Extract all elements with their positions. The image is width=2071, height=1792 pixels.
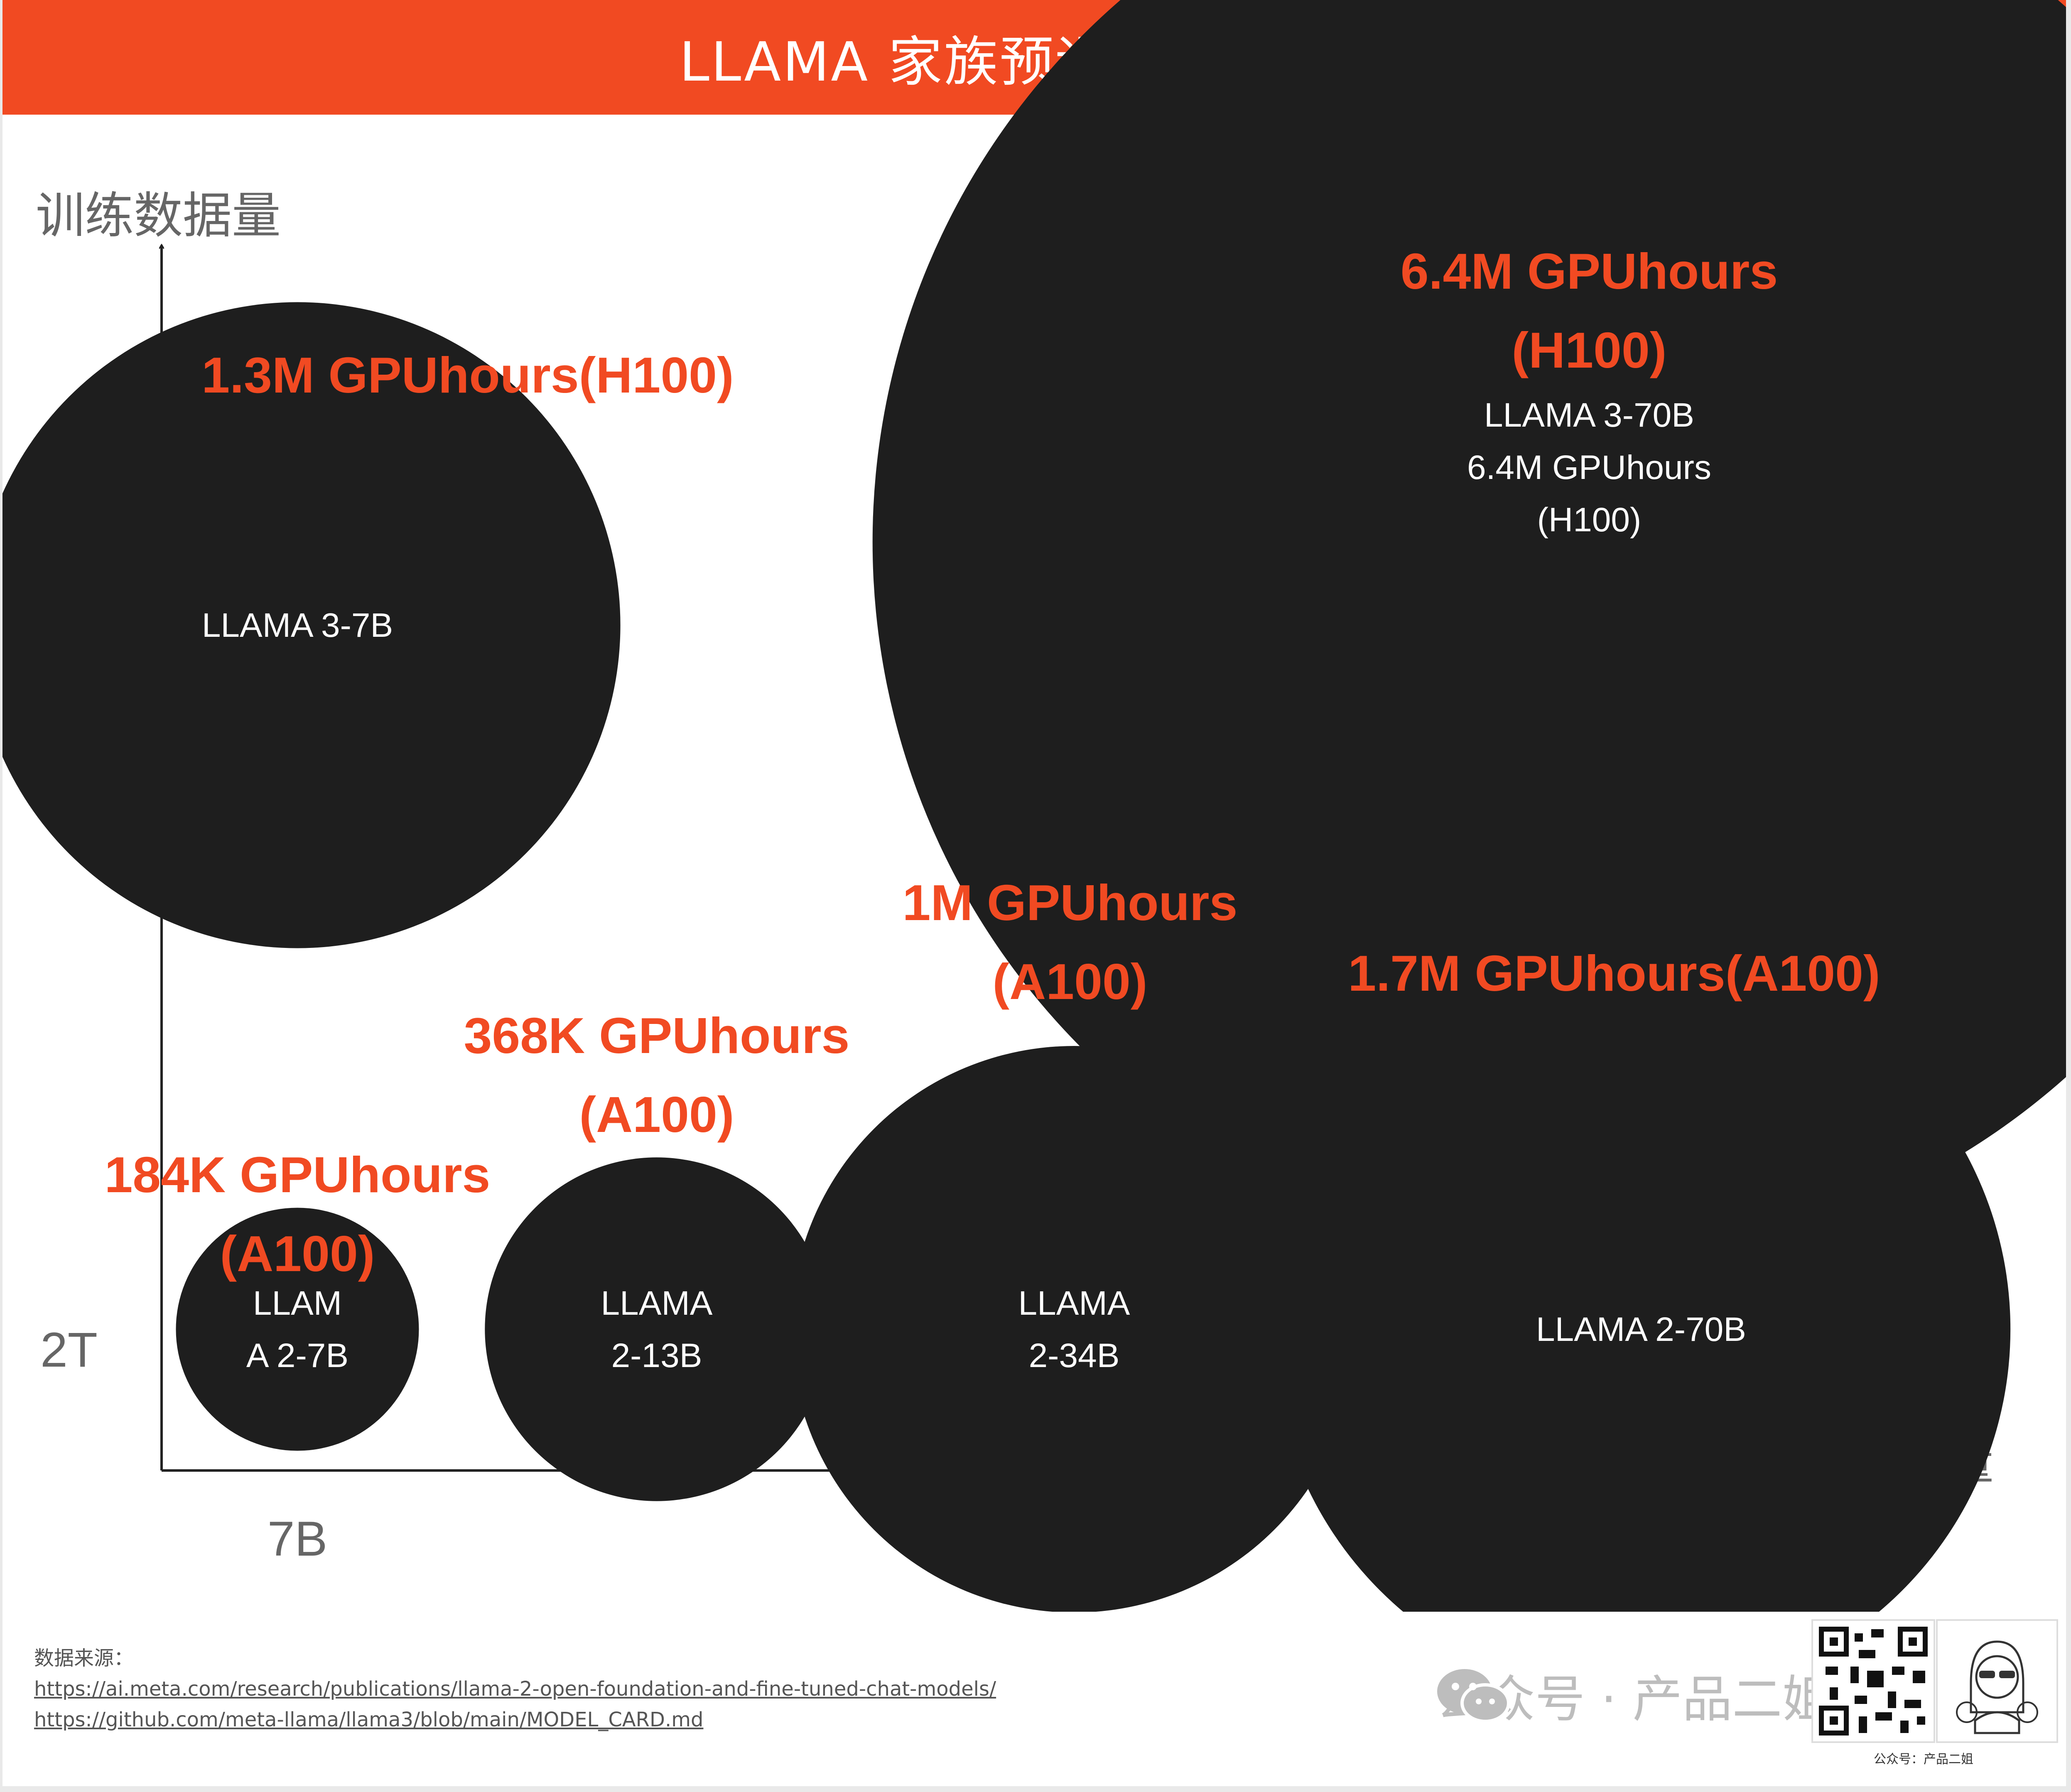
source-link-llama2[interactable]: https://ai.meta.com/research/publication… [34,1677,996,1701]
bubble-model-label: LLAMA 3-70B [1484,396,1694,434]
bubble-model-label: LLAMA [1018,1284,1130,1322]
source-link-llama3[interactable]: https://github.com/meta-llama/llama3/blo… [34,1708,704,1731]
qr-block: 公众号：产品二姐 [1811,1619,2058,1767]
bubble-point [1272,960,2010,1612]
x-tick-label: 7B [267,1512,327,1566]
qr-caption: 公众号：产品二姐 [1874,1752,1973,1767]
cost-label: 368K GPUhours [464,1007,850,1064]
cost-label: (A100) [993,953,1148,1010]
cost-label-group: 1.3M GPUhours(H100) 6.4M GPUhours (H100) 18… [105,243,1880,1282]
bubble-model-label: 6.4M GPUhours [1467,449,1711,486]
data-sources: 数据来源： https://ai.meta.com/research/publi… [34,1643,996,1735]
bubble-model-label: 2-34B [1029,1337,1120,1375]
cost-label: 184K GPUhours [105,1146,491,1203]
y-tick-label: 2T [40,1323,98,1377]
bubble-model-label: 2-13B [611,1337,702,1375]
bubble-group: LLAMA 3-7B LLAMA 3-70B 6.4M GPUhours (H100)… [2,0,2066,1612]
cost-label: 1.3M GPUhours(H100) [201,347,734,403]
cost-label: 6.4M GPUhours [1401,243,1778,299]
wechat-icon [1437,1669,1510,1723]
sources-label: 数据来源： [34,1647,134,1670]
cost-label: (H100) [1512,322,1667,378]
bubble-model-label: LLAMA [601,1284,713,1322]
bubble-model-label: LLAMA 2-70B [1536,1311,1746,1348]
qr-code-icon[interactable] [1811,1619,1935,1743]
bubble-model-label: A 2-7B [246,1337,348,1375]
cost-label: 1M GPUhours [903,874,1238,931]
cost-label: (A100) [220,1225,375,1282]
bubble-point [2,302,621,948]
avatar [1936,1619,2058,1743]
bubble-point [176,1208,419,1451]
bubble-point [873,0,2066,1259]
y-axis-title: 训练数据量 [36,187,281,244]
bubble-point [791,1046,1357,1612]
bubble-model-label: (H100) [1537,501,1642,539]
cost-label: (A100) [579,1086,734,1143]
watermark: 公众号 · 产品二姐 [1435,1666,1832,1728]
bubble-model-label: LLAMA 3-7B [202,606,393,644]
bubble-point [485,1157,829,1501]
bubble-model-label: LLAM [253,1284,342,1322]
cost-label: 1.7M GPUhours(A100) [1348,945,1880,1002]
